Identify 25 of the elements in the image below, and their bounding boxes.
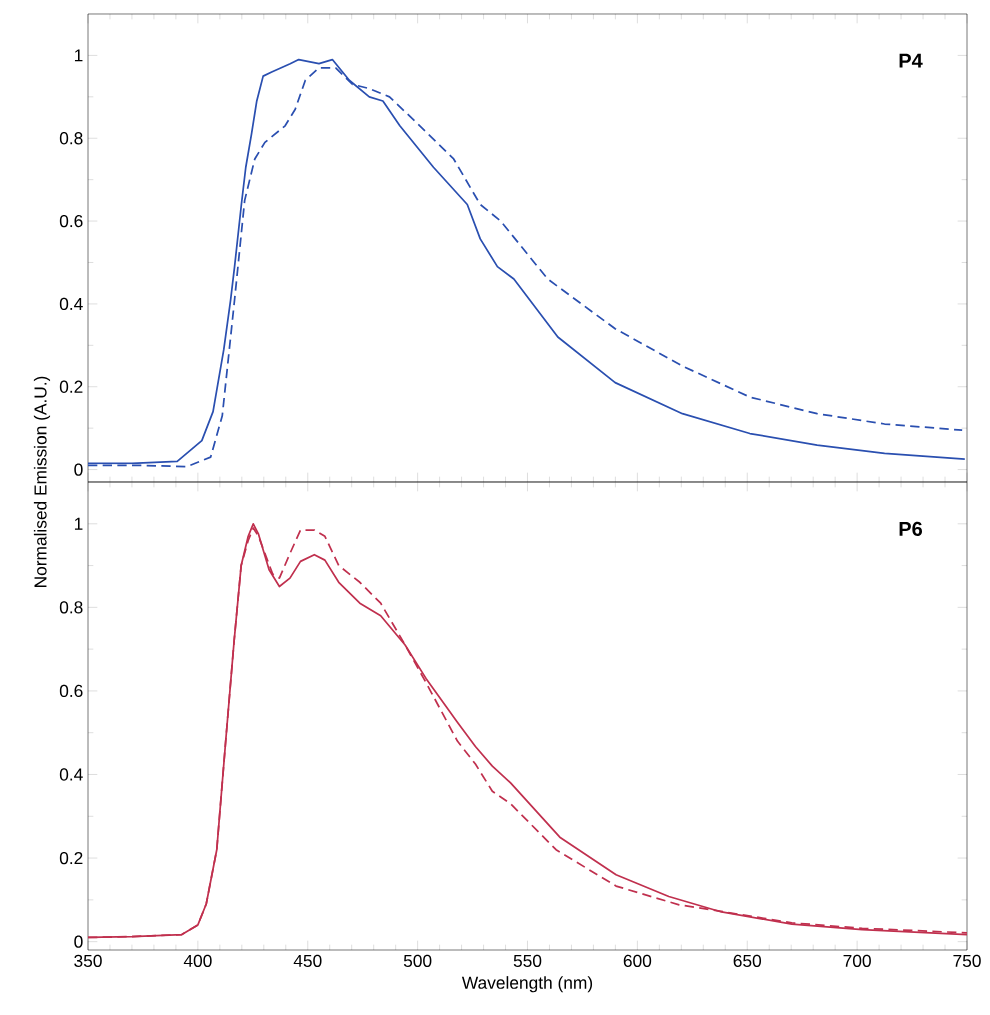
x-tick-label: 400 [183,954,212,967]
y-tick-label: 0.2 [59,851,83,865]
y-tick-label: 0.6 [59,214,83,228]
x-tick-label: 350 [74,954,102,967]
annotation: P4 [899,53,923,68]
y-tick-label: 0.4 [59,297,83,311]
y-tick-label: 0.8 [59,132,83,145]
x-tick-label: 700 [843,954,871,967]
y-tick-label: 0.2 [59,380,83,393]
y-tick-label: 0 [74,463,83,476]
x-tick-label: 550 [513,954,542,967]
y-tick-label: 0.6 [59,684,83,698]
annotation: P6 [899,521,923,536]
x-tick-label: 450 [293,954,322,967]
y-tick-label: 0 [74,935,83,948]
y-tick-label: 1 [74,49,83,62]
y-tick-label: 1 [74,517,83,530]
x-axis-title: Wavelength (nm) [461,976,593,993]
y-tick-label: 0.8 [59,601,83,614]
y-axis-title: Normalised Emission (A.U.) [33,376,51,588]
x-tick-label: 600 [623,954,652,967]
x-tick-label: 750 [953,954,981,967]
x-tick-label: 500 [403,954,432,967]
y-tick-label: 0.4 [59,768,83,781]
x-tick-label: 650 [733,954,762,967]
